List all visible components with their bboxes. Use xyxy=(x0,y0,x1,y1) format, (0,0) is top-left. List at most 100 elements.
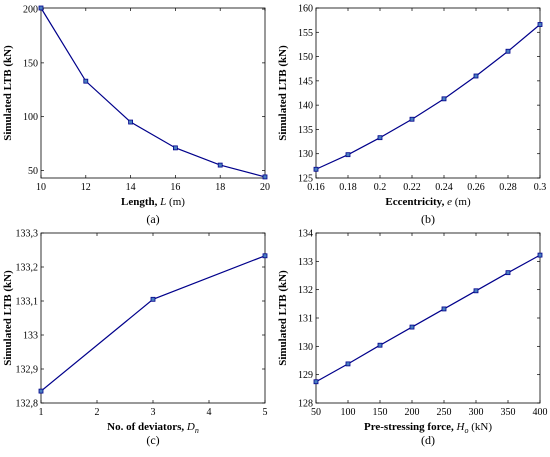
y-tick-label: 133,2 xyxy=(16,263,39,274)
x-tick-label: 0.26 xyxy=(467,182,485,193)
data-point xyxy=(505,48,511,54)
data-point xyxy=(313,166,319,172)
y-tick-label: 135 xyxy=(298,125,313,136)
x-tick-label: 150 xyxy=(373,407,388,418)
panel-caption: (d) xyxy=(421,433,435,447)
y-tick-label: 131 xyxy=(298,314,313,325)
data-point xyxy=(441,306,447,312)
chart-panel-1: 10 12 14 16 18 20 50 100 150 200 Simulated LTB (kN… xyxy=(2,5,270,226)
series-line xyxy=(40,7,266,178)
panel-caption: (c) xyxy=(146,433,159,447)
data-point xyxy=(150,296,156,302)
data-point xyxy=(377,342,383,348)
x-tick-label: 14 xyxy=(126,182,136,193)
data-point xyxy=(38,5,44,11)
x-tick-label: 3 xyxy=(151,407,156,418)
x-axis-label: Pre-stressing force, Ho (kN) xyxy=(364,421,492,435)
data-point xyxy=(345,152,351,158)
series-line xyxy=(315,24,541,170)
y-tick-label: 200 xyxy=(23,5,38,16)
x-tick-label: 4 xyxy=(207,407,212,418)
plot-frame xyxy=(40,232,266,404)
chart-panel-3: 1 2 3 4 5 132,8 132,9 133 133,1 133,2 133,3 Simulat… xyxy=(2,229,268,448)
y-tick-label: 130 xyxy=(298,149,313,160)
x-tick-label: 100 xyxy=(341,407,356,418)
data-point xyxy=(473,288,479,294)
plot-frame xyxy=(40,7,266,179)
y-tick-label: 133 xyxy=(298,257,313,268)
x-tick-label: 2 xyxy=(95,407,100,418)
data-point xyxy=(377,135,383,141)
x-axis-label: Eccentricity, e (m) xyxy=(385,196,471,208)
x-tick-label: 0.2 xyxy=(374,182,387,193)
data-point xyxy=(262,253,268,259)
x-axis-label: Length, L (m) xyxy=(121,196,185,208)
x-tick-label: 5 xyxy=(263,407,268,418)
y-tick-label: 132,8 xyxy=(16,399,39,410)
data-point xyxy=(313,379,319,385)
y-tick-label: 129 xyxy=(298,370,313,381)
y-tick-label: 133,1 xyxy=(16,297,39,308)
data-point xyxy=(262,174,268,180)
y-tick-label: 150 xyxy=(23,58,38,69)
data-point xyxy=(409,324,415,330)
x-tick-label: 250 xyxy=(437,407,452,418)
data-point xyxy=(537,252,543,258)
data-point xyxy=(128,119,134,125)
x-tick-label: 10 xyxy=(36,182,46,193)
x-tick-label: 200 xyxy=(405,407,420,418)
chart-panel-4: 50 100 150 200 250 300 350 400 128 129 130 131 132 13… xyxy=(277,229,548,448)
x-tick-label: 1 xyxy=(39,407,44,418)
x-tick-label: 0.22 xyxy=(403,182,421,193)
x-tick-label: 16 xyxy=(170,182,180,193)
panel-caption: (a) xyxy=(146,212,159,226)
data-point xyxy=(441,96,447,102)
y-tick-label: 150 xyxy=(298,52,313,63)
panel-caption: (b) xyxy=(421,212,435,226)
y-tick-label: 132,9 xyxy=(16,365,39,376)
y-tick-label: 50 xyxy=(28,166,38,177)
x-tick-label: 0.28 xyxy=(499,182,517,193)
data-point xyxy=(83,78,89,84)
data-point xyxy=(473,73,479,79)
data-point xyxy=(172,145,178,151)
data-point xyxy=(537,22,543,27)
data-point xyxy=(38,388,44,394)
series-line xyxy=(40,255,266,392)
plot-frame xyxy=(315,7,541,179)
data-point xyxy=(505,270,511,276)
x-axis-label: No. of deviators, Dn xyxy=(107,421,199,435)
y-tick-label: 145 xyxy=(298,76,313,87)
y-tick-label: 125 xyxy=(298,174,313,185)
y-axis-label: Simulated LTB (kN) xyxy=(277,270,289,366)
y-axis-label: Simulated LTB (kN) xyxy=(2,270,14,366)
y-tick-label: 133,3 xyxy=(16,229,39,240)
y-axis-label: Simulated LTB (kN) xyxy=(2,45,14,141)
x-tick-label: 18 xyxy=(215,182,225,193)
y-tick-label: 132 xyxy=(298,285,313,296)
y-tick-label: 140 xyxy=(298,101,313,112)
x-tick-label: 0.16 xyxy=(307,182,325,193)
data-point xyxy=(217,162,223,168)
y-tick-label: 133 xyxy=(23,331,38,342)
x-tick-label: 0.3 xyxy=(534,182,547,193)
x-tick-label: 0.18 xyxy=(339,182,357,193)
y-tick-label: 128 xyxy=(298,399,313,410)
data-point xyxy=(409,116,415,122)
x-tick-label: 0.24 xyxy=(435,182,453,193)
chart-panel-2: 0.16 0.18 0.2 0.22 0.24 0.26 0.28 0.3 125 130 135 1… xyxy=(277,4,546,227)
y-tick-label: 134 xyxy=(298,229,313,240)
y-tick-label: 100 xyxy=(23,112,38,123)
y-axis-label: Simulated LTB (kN) xyxy=(277,45,289,141)
y-tick-label: 160 xyxy=(298,4,313,15)
x-tick-label: 50 xyxy=(311,407,321,418)
x-tick-label: 20 xyxy=(260,182,270,193)
data-point xyxy=(345,361,351,367)
x-tick-label: 12 xyxy=(81,182,91,193)
x-tick-label: 300 xyxy=(469,407,484,418)
series-line xyxy=(315,254,541,383)
x-tick-label: 350 xyxy=(501,407,516,418)
y-tick-label: 130 xyxy=(298,342,313,353)
x-tick-label: 400 xyxy=(533,407,548,418)
